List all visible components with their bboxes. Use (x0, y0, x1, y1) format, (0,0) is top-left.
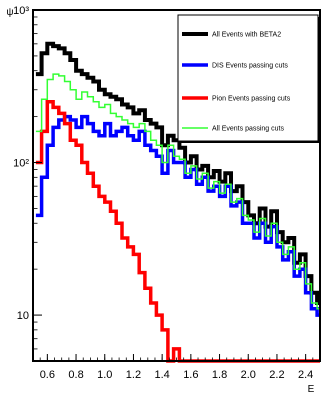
legend-shadow (180, 141, 321, 143)
y-axis: 10 10² 10³ (13, 5, 42, 362)
x-tick-label: 1.6 (183, 369, 198, 381)
legend-label-3: Pion Events passing cuts (212, 96, 291, 103)
legend-label-2: DIS Events passing cuts (212, 63, 288, 70)
series-line-4 (35, 73, 320, 310)
y-tick-label: 10³ (13, 5, 29, 17)
x-tick-label: 0.6 (40, 369, 55, 381)
y-axis-title: ψ (6, 7, 13, 18)
x-tick-label: 1.0 (97, 369, 112, 381)
x-tick-label: 2.0 (241, 369, 256, 381)
x-axis-title: E (308, 384, 315, 395)
x-tick-label: 2.4 (298, 369, 313, 381)
legend-label-4: All Events passing cuts (212, 126, 284, 133)
x-tick-label: 2.2 (269, 369, 284, 381)
x-axis: 0.6 0.8 1.0 1.2 1.4 1.6 1.8 2.0 2.2 2.4 (40, 354, 313, 381)
x-tick-label: 1.2 (126, 369, 141, 381)
x-tick-label: 1.8 (212, 369, 227, 381)
x-tick-label: 1.4 (155, 369, 170, 381)
legend-shadow (318, 17, 321, 143)
series-line-1 (35, 41, 320, 305)
legend-label-1: All Events with BETA2 (212, 32, 281, 39)
series-line-2 (35, 114, 320, 317)
y-tick-label: 10 (17, 310, 29, 322)
x-tick-label: 0.8 (68, 369, 83, 381)
legend: All Events with BETA2 DIS Events passing … (177, 14, 321, 143)
y-tick-label: 10² (13, 158, 29, 170)
